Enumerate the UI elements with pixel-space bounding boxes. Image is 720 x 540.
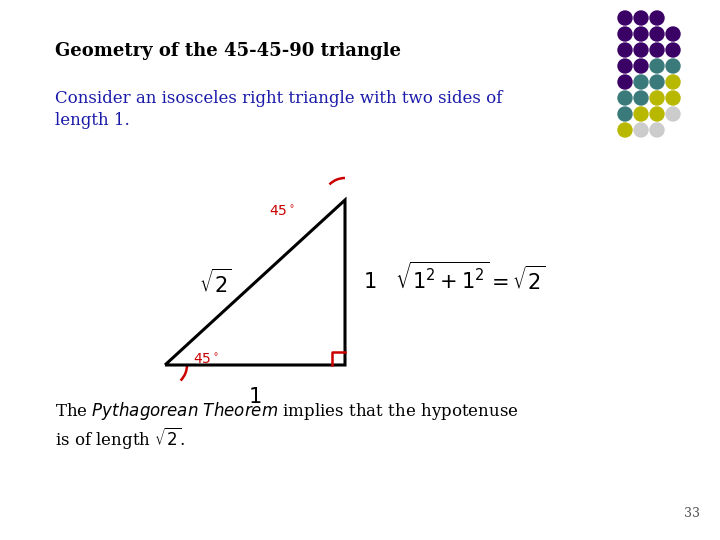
Circle shape (634, 43, 648, 57)
Circle shape (666, 59, 680, 73)
Circle shape (618, 75, 632, 89)
Circle shape (634, 91, 648, 105)
Circle shape (618, 91, 632, 105)
Circle shape (666, 91, 680, 105)
Circle shape (634, 123, 648, 137)
Circle shape (618, 11, 632, 25)
Circle shape (666, 75, 680, 89)
Circle shape (634, 107, 648, 121)
Circle shape (650, 11, 664, 25)
Text: 33: 33 (684, 507, 700, 520)
Text: $1$: $1$ (363, 273, 377, 293)
Circle shape (618, 59, 632, 73)
Text: is of length $\sqrt{2}$.: is of length $\sqrt{2}$. (55, 425, 185, 451)
Circle shape (650, 107, 664, 121)
Circle shape (618, 43, 632, 57)
Circle shape (634, 27, 648, 41)
Circle shape (634, 59, 648, 73)
Circle shape (650, 59, 664, 73)
Circle shape (618, 123, 632, 137)
Circle shape (650, 123, 664, 137)
Text: $1$: $1$ (248, 387, 261, 407)
Text: $\sqrt{2}$: $\sqrt{2}$ (199, 268, 231, 296)
Circle shape (666, 43, 680, 57)
Circle shape (666, 27, 680, 41)
Text: length 1.: length 1. (55, 112, 130, 129)
Text: Geometry of the 45-45-90 triangle: Geometry of the 45-45-90 triangle (55, 42, 401, 60)
Circle shape (650, 43, 664, 57)
Text: $\sqrt{1^2+1^2}=\sqrt{2}$: $\sqrt{1^2+1^2}=\sqrt{2}$ (395, 262, 545, 294)
Text: $45^\circ$: $45^\circ$ (193, 353, 219, 368)
Text: Consider an isosceles right triangle with two sides of: Consider an isosceles right triangle wit… (55, 90, 503, 107)
Text: The $\mathit{Pythagorean\ Theorem}$ implies that the hypotenuse: The $\mathit{Pythagorean\ Theorem}$ impl… (55, 400, 518, 422)
Circle shape (650, 27, 664, 41)
Circle shape (650, 91, 664, 105)
Circle shape (650, 75, 664, 89)
Circle shape (618, 27, 632, 41)
Circle shape (618, 107, 632, 121)
Circle shape (666, 107, 680, 121)
Text: $45^\circ$: $45^\circ$ (269, 205, 295, 219)
Circle shape (634, 75, 648, 89)
Circle shape (634, 11, 648, 25)
